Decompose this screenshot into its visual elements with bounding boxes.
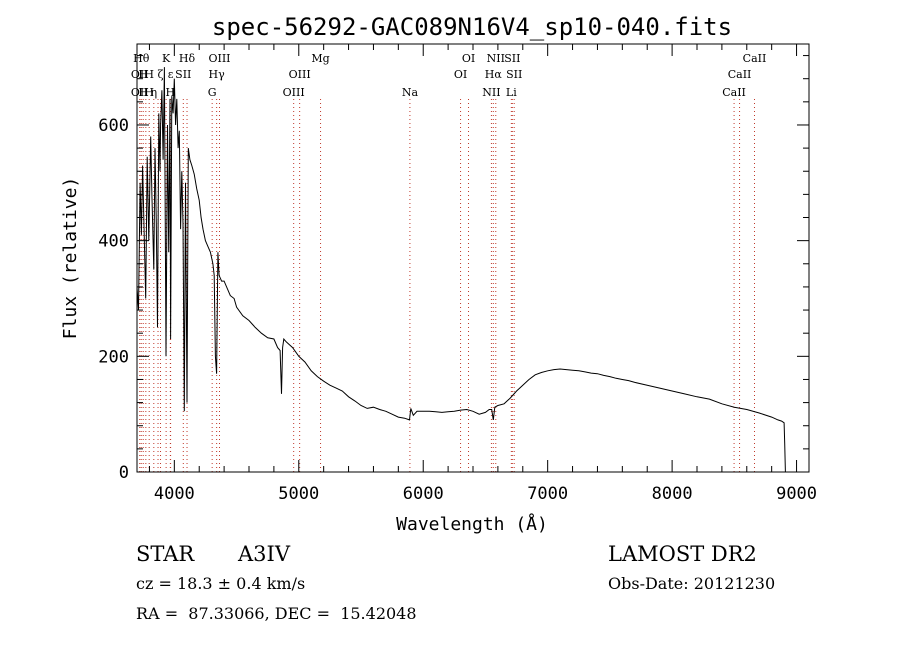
line-label: SII <box>175 68 191 81</box>
spectrum-line <box>136 67 786 473</box>
line-label: η <box>151 86 158 99</box>
line-label: OIII <box>208 52 230 65</box>
spectrum-series <box>136 67 786 473</box>
line-label: H <box>144 68 154 81</box>
line-label: NII <box>487 52 505 65</box>
line-label: G <box>208 86 217 99</box>
observation-date: Obs-Date: 20121230 <box>608 574 776 593</box>
line-label: OII <box>131 86 149 99</box>
x-tick-label: 5000 <box>278 484 319 504</box>
line-label: ε <box>168 68 174 81</box>
line-label: SII <box>506 68 522 81</box>
x-axis-label: Wavelength (Å) <box>396 513 548 535</box>
line-label: Na <box>402 86 419 99</box>
spectral-subclass: A3IV <box>238 542 290 566</box>
y-axis: 0 200 400 600 <box>98 55 809 483</box>
y-tick-label: 0 <box>119 463 129 483</box>
redshift-value: cz = 18.3 ± 0.4 km/s <box>136 574 306 593</box>
line-label: OII <box>131 68 149 81</box>
line-label: CaII <box>728 68 752 81</box>
line-label: K <box>162 52 171 65</box>
line-label: H <box>138 86 148 99</box>
line-label: OI <box>462 52 475 65</box>
object-type: STAR <box>136 542 195 566</box>
chart-title: spec-56292-GAC089N16V4_sp10-040.fits <box>212 13 732 41</box>
line-label: OIII <box>283 86 305 99</box>
line-label: OI <box>454 68 467 81</box>
line-label: Hθ <box>133 52 150 65</box>
y-tick-label: 600 <box>98 116 129 136</box>
line-label: ζ <box>158 68 164 81</box>
line-label: CaII <box>722 86 746 99</box>
line-label: Mg <box>311 52 329 65</box>
plot-frame <box>136 43 810 473</box>
x-tick-label: 8000 <box>652 484 693 504</box>
line-label: Li <box>506 86 517 99</box>
line-label: NII <box>482 86 500 99</box>
y-tick-label: 200 <box>98 347 129 367</box>
x-axis: 4000 5000 6000 7000 8000 9000 <box>148 44 817 504</box>
line-label: Hδ <box>179 52 196 65</box>
x-tick-label: 9000 <box>776 484 817 504</box>
line-label: Hγ <box>209 68 226 81</box>
x-tick-label: 6000 <box>403 484 444 504</box>
x-tick-label: 7000 <box>527 484 568 504</box>
line-label: Hα <box>485 68 503 81</box>
coordinates: RA = 87.33066, DEC = 15.42048 <box>136 604 417 623</box>
line-label: H <box>166 86 176 99</box>
x-tick-label: 4000 <box>154 484 195 504</box>
line-label: H <box>138 68 148 81</box>
survey-name: LAMOST DR2 <box>608 542 757 566</box>
line-label: SII <box>504 52 520 65</box>
y-tick-label: 400 <box>98 232 129 252</box>
line-label: CaII <box>743 52 767 65</box>
line-label: H <box>144 86 154 99</box>
line-label: OIII <box>289 68 311 81</box>
y-axis-label: Flux (relative) <box>60 177 81 340</box>
